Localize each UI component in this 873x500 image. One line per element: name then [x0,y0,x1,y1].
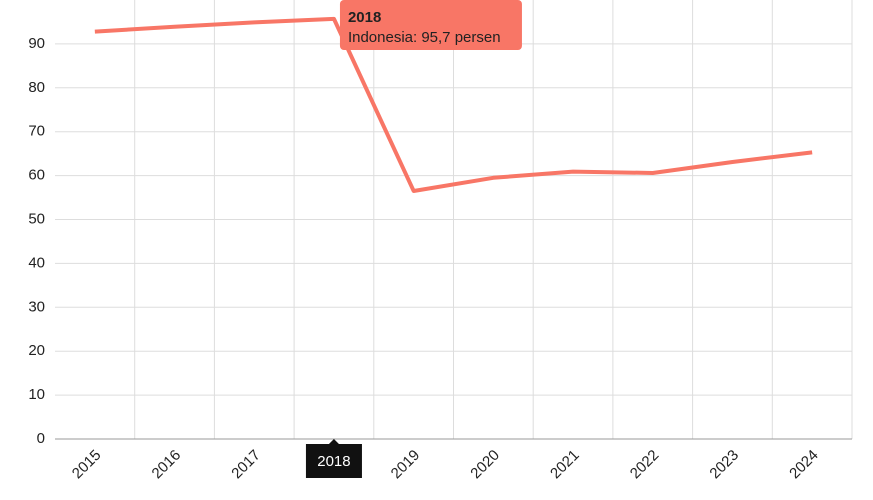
x-tick-label: 2016 [149,447,185,483]
badge-label: 2018 [317,453,350,470]
y-tick-label: 80 [28,79,45,96]
x-tick-label: 2022 [627,447,663,483]
x-highlight-badge: 2018 [305,439,362,478]
y-tick-label: 60 [28,167,45,184]
x-tick-label: 2024 [786,447,822,483]
badge-box [305,444,362,478]
tooltip: 2018 Indonesia: 95,7 persen [339,0,522,50]
y-tick-label: 90 [28,35,45,52]
y-tick-label: 20 [28,342,45,359]
line [94,16,813,193]
tooltip-box [339,0,522,50]
badge-arrow [327,439,340,445]
y-tick-label: 50 [28,210,45,227]
x-tick-label: 2023 [706,447,742,483]
x-tick-label: 2020 [467,447,503,483]
x-tick-label: 2021 [547,447,583,483]
y-tick-label: 10 [28,386,45,403]
tooltip-title: 2018 [348,9,381,26]
x-tick-label: 2015 [69,447,105,483]
x-tick-label: 2019 [388,447,424,483]
y-tick-label: 0 [37,430,45,447]
y-tick-label: 30 [28,298,45,315]
y-tick-label: 70 [28,123,45,140]
tooltip-text: Indonesia: 95,7 persen [348,29,501,46]
y-tick-label: 40 [28,254,45,271]
x-tick-label: 2017 [228,447,264,483]
